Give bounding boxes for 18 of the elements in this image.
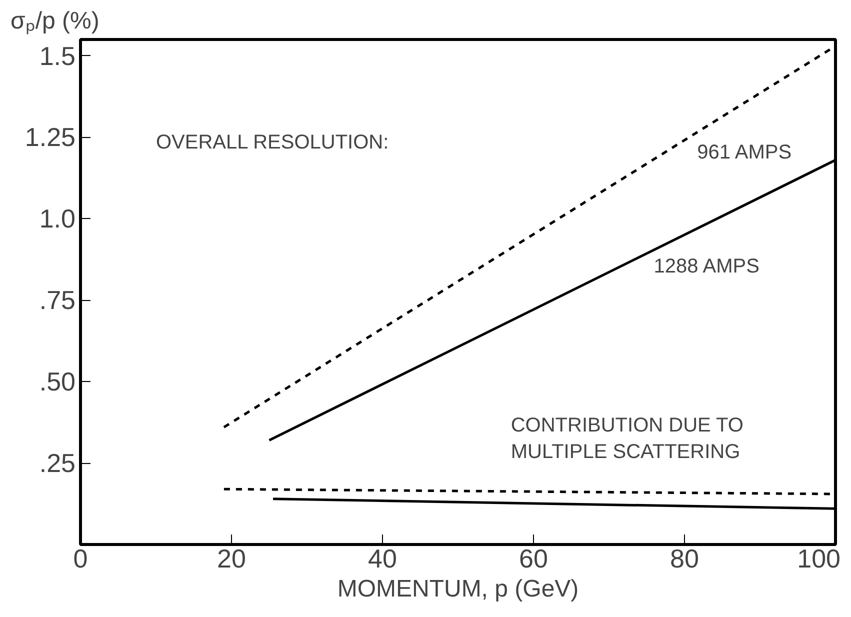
y-tick-label: 1.0 [39, 204, 76, 234]
annotation: CONTRIBUTION DUE TO MULTIPLE SCATTERING [510, 414, 744, 464]
y-tick-label: .50 [39, 366, 76, 397]
x-tick-label: 0 [73, 544, 88, 574]
x-tick-label: 80 [670, 544, 699, 574]
y-tick-label: 1.5 [39, 40, 76, 71]
x-tick-label: 20 [217, 544, 246, 574]
y-tick-label: .75 [39, 285, 76, 316]
y-tick-label: 1.25 [24, 122, 76, 152]
x-tick-label: 40 [368, 544, 397, 574]
series-label: 961 AMPS [697, 141, 792, 164]
annotation: OVERALL RESOLUTION: [156, 132, 389, 154]
x-tick-label: 100 [797, 544, 841, 574]
y-tick-label: .25 [39, 448, 76, 478]
x-tick-label: 60 [519, 544, 548, 574]
x-axis-title: MOMENTUM, p (GeV) [337, 576, 579, 602]
series-label: 1288 AMPS [654, 255, 760, 278]
y-axis-title: σₚ/p (%) [10, 8, 100, 34]
